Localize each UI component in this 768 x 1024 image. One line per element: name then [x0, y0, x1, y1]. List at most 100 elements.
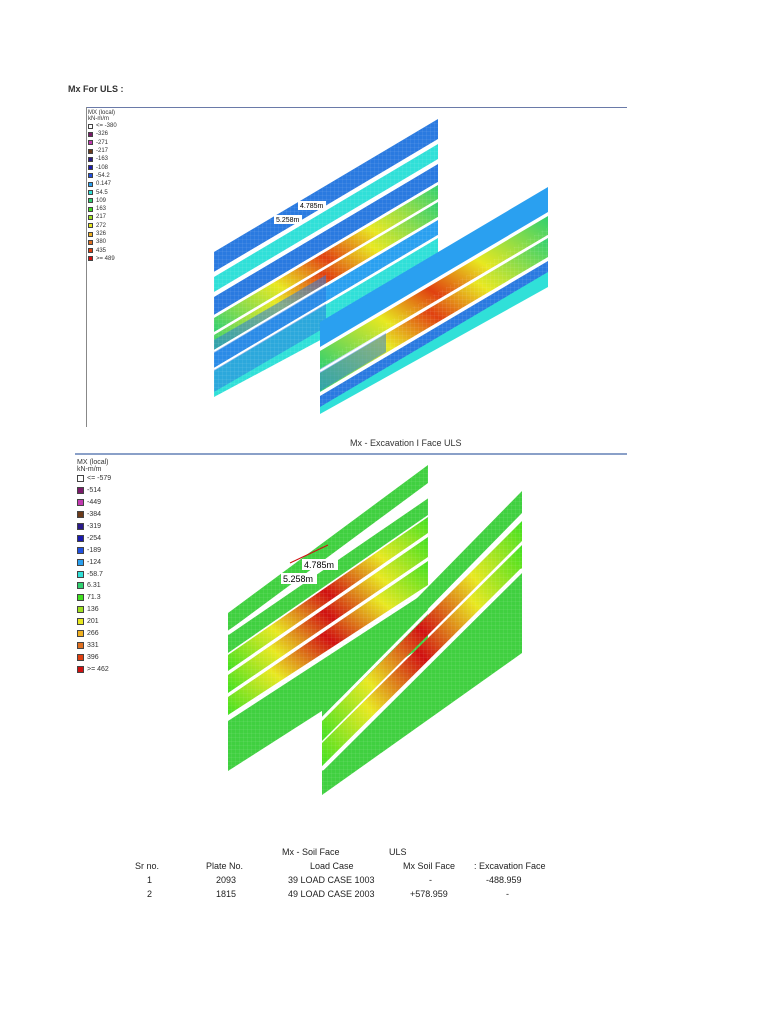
legend-entry: <= -579	[77, 473, 111, 485]
legend-entry: -449	[77, 497, 111, 509]
legend-swatch	[88, 140, 93, 146]
table-title: Mx - Soil Face	[282, 847, 340, 857]
legend-label: 163	[96, 206, 107, 213]
legend-swatch	[88, 206, 93, 212]
legend-entry: 6.31	[77, 580, 111, 592]
figure-top-border	[75, 453, 627, 455]
legend-swatch	[77, 475, 84, 483]
legend-entry: -217	[88, 147, 117, 155]
legend-label: >= 462	[87, 665, 109, 673]
legend-label: 6.31	[87, 582, 101, 590]
dimension-label-a: 4.785m	[300, 203, 324, 210]
legend-title: MX (local)	[88, 110, 116, 116]
legend-label: 54.5	[96, 189, 108, 196]
legend-swatch	[77, 546, 84, 554]
legend-entry: 109	[88, 197, 117, 205]
dimension-labels: 4.785m 5.258m	[274, 201, 326, 224]
legend-label: -514	[87, 487, 102, 495]
legend-swatch	[88, 223, 93, 229]
legend-entry: 380	[88, 238, 117, 246]
row1-sr-no: 1	[147, 875, 153, 885]
legend-swatch	[77, 511, 84, 519]
row1-plate-no: 2093	[216, 875, 237, 885]
legend-title: MX (local)	[77, 459, 109, 466]
legend-label: 272	[96, 222, 107, 229]
legend-swatch	[88, 173, 93, 179]
legend-swatch	[77, 665, 84, 673]
legend-label: <= -380	[96, 123, 117, 130]
legend-swatch	[88, 165, 93, 171]
legend-entry: >= 489	[88, 255, 117, 263]
legend-unit: kN-m/m	[77, 466, 102, 473]
legend-swatch	[88, 248, 93, 254]
legend-entry: -163	[88, 155, 117, 163]
legend-label: >= 489	[96, 255, 115, 262]
legend-label: 136	[87, 606, 99, 614]
row1-excavation-face: -488.959	[486, 875, 522, 885]
legend-entry: 163	[88, 205, 117, 213]
legend-entry: 326	[88, 230, 117, 238]
legend-entry: -384	[77, 509, 111, 521]
legend-label: -384	[87, 511, 102, 519]
legend-label: <= -579	[87, 475, 112, 483]
row2-plate-no: 1815	[216, 889, 237, 899]
legend-entry: -326	[88, 130, 117, 138]
mx-excavation-contour-figure: MX (local) kN-m/m <= -579 -514 -449 -384 -31…	[75, 453, 627, 803]
legend-entry: -54.2	[88, 172, 117, 180]
legend-label: 396	[87, 653, 99, 661]
legend-entry: 54.5	[88, 188, 117, 196]
legend-label: -58.7	[87, 570, 103, 578]
legend-entry: -254	[77, 532, 111, 544]
legend-entry: -271	[88, 139, 117, 147]
legend-entry: 217	[88, 213, 117, 221]
legend-label: -449	[87, 499, 102, 507]
row2-sr-no: 2	[147, 889, 153, 899]
legend-swatch	[77, 606, 84, 614]
legend-entry: -319	[77, 521, 111, 533]
contour-plot: 4.785m 5.258m	[226, 465, 524, 795]
legend-label: -124	[87, 558, 102, 566]
legend-entry: -189	[77, 544, 111, 556]
legend-label: -271	[96, 139, 109, 146]
row2-load-case: 49 LOAD CASE 2003	[288, 889, 375, 899]
legend-swatch	[88, 214, 93, 220]
header-excavation-face: : Excavation Face	[474, 861, 546, 871]
row1-load-case: 39 LOAD CASE 1003	[288, 875, 375, 885]
legend-label: 266	[87, 630, 99, 638]
legend-swatch	[88, 239, 93, 245]
legend-entry: 136	[77, 604, 111, 616]
legend-label: -319	[87, 523, 102, 530]
legend-swatch	[77, 618, 84, 626]
legend-label: 326	[96, 231, 107, 237]
legend-swatch	[77, 653, 84, 661]
header-mx-soil-face: Mx Soil Face	[403, 861, 456, 871]
dimension-label-b: 5.258m	[283, 574, 313, 584]
legend-label: 331	[87, 641, 99, 649]
legend-swatch	[88, 148, 93, 154]
legend-label: 435	[96, 247, 107, 254]
legend-swatch	[88, 131, 93, 137]
legend-label: 109	[96, 197, 107, 204]
contour-plot: 4.785m 5.258m	[213, 119, 549, 417]
legend-items: <= -579 -514 -449 -384 -319 -254 -189 -124 -58.7…	[77, 473, 111, 675]
legend-swatch	[88, 181, 93, 187]
figure-left-border	[86, 107, 87, 427]
left-wall-panel	[213, 119, 439, 397]
legend-label: -108	[96, 164, 109, 171]
legend-label: 71.3	[87, 594, 101, 602]
legend-entry: 71.3	[77, 592, 111, 604]
legend-unit: kN-m/m	[88, 116, 109, 122]
legend-entry: 272	[88, 222, 117, 230]
legend-entry: 201	[77, 616, 111, 628]
legend-swatch	[88, 198, 93, 204]
dimension-labels: 4.785m 5.258m	[281, 544, 338, 584]
header-plate-no: Plate No.	[206, 861, 244, 871]
legend-swatch	[88, 256, 93, 262]
header-load-case: Load Case	[310, 861, 354, 871]
legend-entry: 0.147	[88, 180, 117, 188]
legend-swatch	[77, 523, 84, 530]
right-wall-panel	[320, 491, 524, 795]
legend-label: -54.2	[96, 172, 110, 179]
legend-swatch	[77, 582, 84, 590]
dimension-label-a: 4.785m	[304, 560, 334, 570]
